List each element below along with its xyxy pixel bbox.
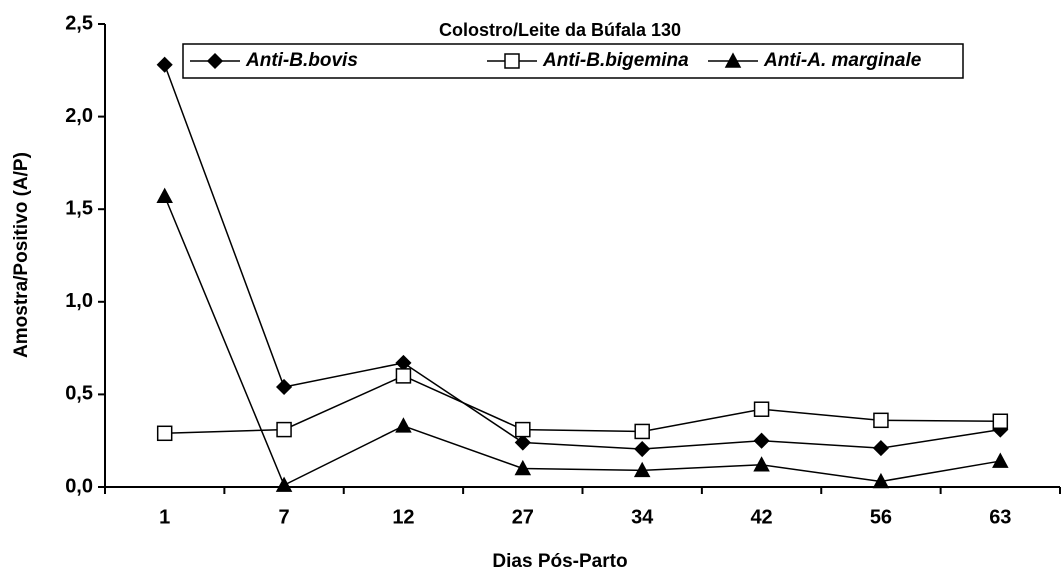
data-point [276, 378, 293, 396]
data-point [395, 417, 412, 433]
legend-label: Anti-B.bigemina [542, 50, 689, 71]
legend-marker [206, 52, 224, 70]
legend-marker [504, 53, 520, 69]
x-axis-label: Dias Pós-Parto [492, 551, 627, 572]
data-point [156, 425, 173, 442]
data-point [992, 413, 1009, 430]
data-point [872, 440, 889, 457]
data-point [753, 401, 770, 417]
y-tick-label: 2,0 [65, 105, 93, 127]
data-point [276, 421, 292, 438]
legend-box [182, 43, 964, 79]
series-line [163, 195, 1001, 487]
x-tick-label: 7 [279, 506, 290, 528]
data-point [873, 412, 889, 429]
data-point [634, 440, 651, 458]
y-tick-label: 0,0 [65, 475, 93, 497]
y-axis-label: Amostra/Positivo (A/P) [11, 152, 32, 358]
legend-label: Anti-A. marginale [763, 50, 922, 71]
y-tick-label: 1,0 [65, 290, 93, 312]
x-tick-label: 34 [631, 506, 654, 528]
x-tick-label: 56 [870, 506, 892, 528]
data-point [633, 461, 651, 478]
data-point [515, 421, 531, 438]
chart-title: Colostro/Leite da Búfala 130 [439, 20, 681, 40]
data-point [275, 476, 293, 492]
x-tick-label: 1 [159, 506, 170, 528]
data-point [753, 432, 770, 449]
data-point [634, 423, 650, 440]
data-point [156, 187, 173, 203]
series-line [163, 64, 1001, 450]
data-point [992, 452, 1009, 468]
y-tick-label: 0,5 [65, 383, 93, 405]
data-point [156, 56, 173, 73]
x-tick-label: 42 [750, 506, 772, 528]
legend-marker [724, 52, 742, 68]
data-point [872, 472, 890, 489]
data-point [514, 459, 532, 476]
series-line [164, 375, 1001, 435]
x-tick-label: 12 [392, 506, 414, 528]
data-point [514, 434, 531, 451]
x-tick-label: 63 [989, 506, 1011, 528]
data-point [753, 456, 770, 472]
x-tick-label: 27 [512, 506, 534, 528]
data-point [395, 368, 412, 384]
data-point [395, 354, 412, 371]
y-tick-label: 2,5 [65, 12, 93, 34]
y-tick-label: 1,5 [65, 197, 93, 219]
legend-label: Anti-B.bovis [245, 50, 358, 71]
